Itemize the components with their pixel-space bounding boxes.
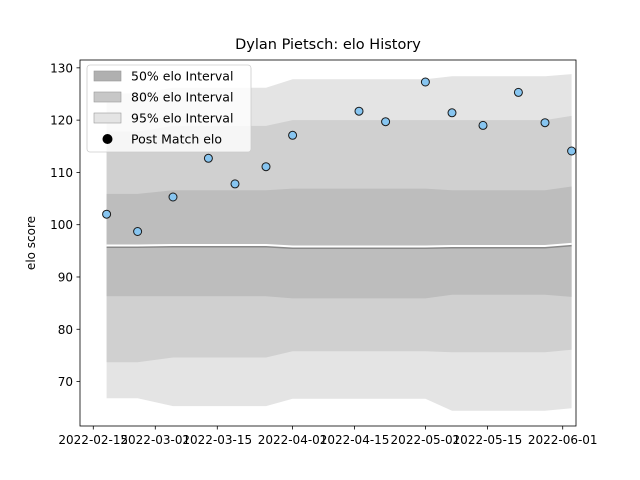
legend-swatch: [93, 112, 122, 124]
data-point: [420, 77, 430, 87]
y-tick-label: 90: [58, 270, 73, 284]
x-tick-label: 2022-03-01: [120, 433, 190, 447]
y-axis-label: elo score: [24, 216, 38, 270]
y-tick-label: 100: [50, 218, 73, 232]
x-tick-label: 2022-05-15: [453, 433, 523, 447]
legend-swatch: [93, 91, 122, 103]
y-tick-label: 70: [58, 375, 73, 389]
y-tick-label: 130: [50, 61, 73, 75]
legend-label: Post Match elo: [131, 132, 222, 147]
axes: 7080901001101201302022-02-152022-03-0120…: [50, 59, 598, 447]
data-point: [102, 209, 112, 219]
legend-label: 80% elo Interval: [131, 90, 233, 105]
x-tick-label: 2022-05-01: [391, 433, 461, 447]
legend: 50% elo Interval 80% elo Interval 95% elo …: [86, 64, 252, 153]
chart-title: Dylan Pietsch: elo History: [235, 37, 421, 53]
data-point: [230, 179, 240, 189]
data-point: [540, 118, 550, 128]
data-point: [288, 130, 298, 140]
legend-label: 50% elo Interval: [131, 69, 233, 84]
data-point: [381, 117, 391, 127]
data-point: [168, 192, 178, 202]
data-point: [354, 106, 364, 116]
mean-line: [106, 244, 572, 249]
legend-label: 95% elo Interval: [131, 111, 233, 126]
data-point: [567, 146, 577, 156]
plot-area: [102, 74, 577, 411]
x-tick-label: 2022-04-01: [258, 433, 328, 447]
band-50: [106, 186, 572, 299]
y-tick-label: 110: [50, 166, 73, 180]
mean-highlight-line: [106, 242, 572, 248]
data-point: [203, 153, 213, 163]
x-tick-label: 2022-03-15: [182, 433, 252, 447]
legend-marker: [102, 134, 113, 144]
legend-swatch: [93, 70, 122, 82]
data-point: [513, 87, 523, 97]
data-point: [261, 162, 271, 172]
data-point: [133, 227, 143, 236]
legend-box: [86, 64, 252, 153]
x-tick-label: 2022-02-15: [58, 433, 128, 447]
x-tick-label: 2022-06-01: [528, 433, 598, 447]
plot-frame: [79, 59, 577, 427]
data-point: [478, 120, 488, 130]
y-tick-label: 80: [58, 323, 73, 337]
x-tick-label: 2022-04-15: [320, 433, 390, 447]
y-tick-label: 120: [50, 114, 73, 128]
data-point: [447, 108, 457, 118]
